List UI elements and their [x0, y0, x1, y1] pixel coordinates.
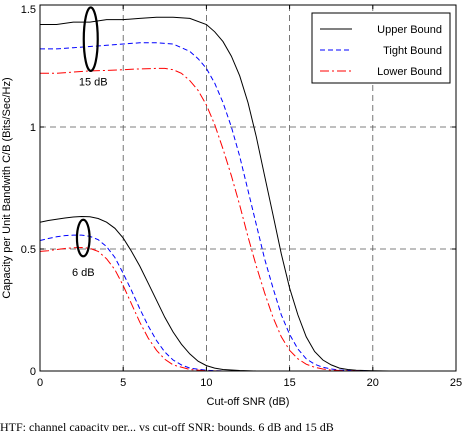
series-line-tight-bound-15db [40, 42, 423, 372]
y-tick-label: 1.5 [21, 4, 36, 16]
x-axis-label: Cut-off SNR (dB) [207, 396, 290, 408]
x-tick-label: 10 [200, 377, 212, 389]
y-tick-label: 0 [30, 366, 36, 378]
legend-entry: Tight Bound [383, 45, 442, 57]
x-tick-label: 0 [37, 377, 43, 389]
series-line-lower-bound-15db [40, 67, 423, 372]
group-ellipse-6db [75, 218, 91, 258]
axis-ticks: 0 5 10 15 20 25 0 0.5 1 1.5 [21, 4, 462, 389]
y-tick-label: 0.5 [21, 244, 36, 256]
y-tick-label: 1 [30, 122, 36, 134]
annotation-label: 6 dB [72, 267, 95, 279]
series-line-upper-bound-15db [40, 16, 423, 372]
legend-entry: Lower Bound [377, 66, 442, 78]
legend-box [311, 12, 451, 84]
legend: Upper Bound Tight Bound Lower Bound [311, 12, 451, 84]
plot-frame [39, 4, 457, 372]
y-axis-label: Capacity per Unit Bandwith C/B (Bits/Sec… [1, 77, 13, 298]
legend-entry: Upper Bound [377, 24, 442, 36]
figure-caption: HTF: channel capacity per... vs cut-off … [0, 420, 334, 431]
annotation-label: 15 dB [79, 77, 108, 89]
group-ellipse-15db [82, 6, 99, 72]
annotations: 15 dB 6 dB [72, 6, 108, 279]
x-tick-label: 5 [120, 377, 126, 389]
x-tick-label: 15 [283, 377, 295, 389]
x-tick-label: 25 [450, 377, 462, 389]
x-tick-label: 20 [367, 377, 379, 389]
series-line-tight-bound-6db [39, 234, 423, 372]
